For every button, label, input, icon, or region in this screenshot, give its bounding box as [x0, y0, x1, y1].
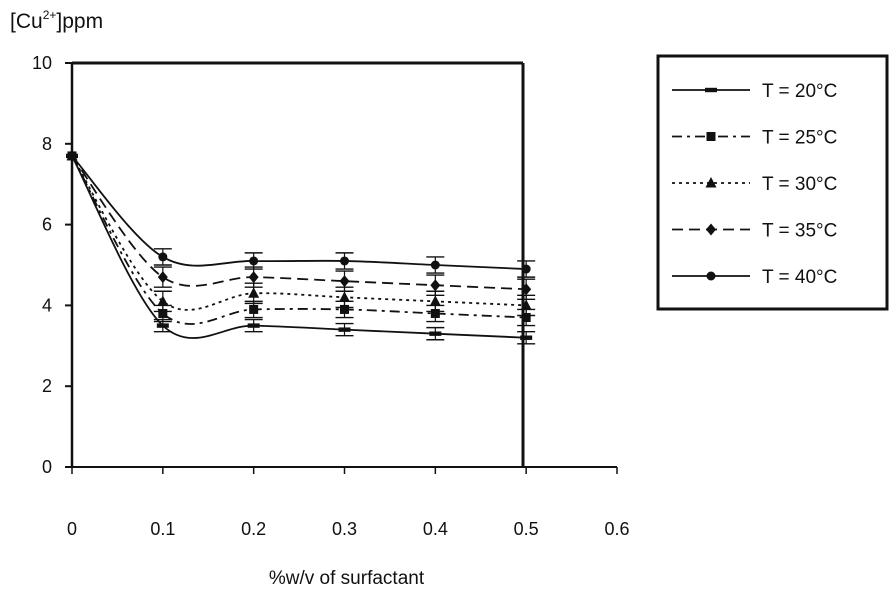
y-axis-label-main: [Cu	[10, 10, 43, 33]
series-line-4	[71, 155, 527, 291]
data-point	[248, 287, 260, 298]
data-point	[429, 331, 442, 336]
data-point	[521, 264, 531, 274]
y-tick-label: 6	[42, 215, 52, 235]
data-point	[521, 283, 532, 296]
y-tick-label: 4	[42, 295, 52, 315]
data-point	[158, 308, 168, 318]
x-tick-label: 0.5	[514, 519, 539, 539]
legend-label-1: T = 20°C	[762, 81, 837, 102]
data-point	[430, 308, 440, 318]
series-line-2	[71, 155, 527, 325]
x-tick-label: 0.1	[150, 519, 175, 539]
x-tick-label: 0	[67, 519, 77, 539]
data-point	[430, 279, 441, 292]
y-tick-label: 2	[42, 376, 52, 396]
y-tick-label: 0	[42, 457, 52, 477]
data-point	[157, 295, 169, 306]
data-point	[156, 323, 169, 328]
y-axis-label-superscript: 2+	[42, 8, 57, 22]
legend-label-4: T = 35°C	[762, 221, 837, 242]
series-line-1	[71, 155, 527, 339]
y-tick-label: 10	[32, 53, 52, 73]
data-point	[247, 323, 260, 328]
x-tick-label: 0.2	[241, 519, 266, 539]
data-point	[340, 304, 349, 314]
data-point	[429, 295, 441, 306]
data-point	[338, 327, 351, 332]
data-point	[249, 304, 259, 314]
data-point	[520, 299, 532, 310]
series-line-5	[71, 155, 527, 270]
data-point	[339, 275, 350, 288]
legend-label-2: T = 25°C	[762, 128, 837, 149]
legend-box	[656, 54, 889, 311]
x-tick-label: 0.6	[604, 519, 629, 539]
data-point	[430, 260, 440, 270]
data-point	[521, 313, 531, 323]
legend-marker-2	[706, 132, 716, 141]
legend-marker-1	[705, 87, 717, 93]
x-tick-label: 0.3	[332, 519, 357, 539]
legend-label-5: T = 40°C	[762, 267, 837, 288]
data-point	[67, 151, 77, 161]
data-point	[340, 256, 349, 266]
data-point	[249, 256, 259, 266]
data-point	[158, 252, 168, 262]
x-axis-label: %w/v of surfactant	[268, 568, 425, 589]
y-axis-label: [Cu2+]ppm	[10, 8, 103, 34]
legend-marker-3	[705, 177, 717, 188]
data-point	[248, 271, 259, 284]
x-tick-label: 0.4	[423, 519, 448, 539]
data-point	[520, 335, 533, 340]
y-axis-label-tail: ]ppm	[56, 10, 104, 33]
data-point	[339, 291, 350, 302]
legend-marker-4	[706, 223, 716, 236]
legend-label-3: T = 30°C	[762, 174, 837, 195]
data-point	[157, 271, 168, 284]
legend-marker-5	[706, 271, 716, 281]
y-tick-label: 8	[42, 134, 52, 154]
